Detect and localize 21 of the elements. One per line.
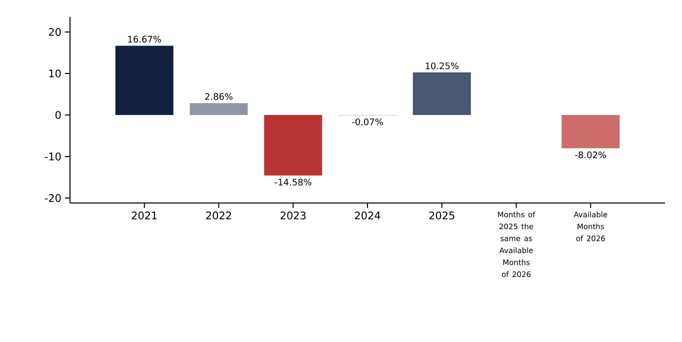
data-label: 10.25% bbox=[426, 62, 458, 70]
x-tick-label: 2021 bbox=[132, 212, 157, 220]
x-tick-label: 2024 bbox=[354, 212, 380, 220]
data-label: -0.07% bbox=[352, 118, 383, 126]
y-tick-label: -20 bbox=[44, 194, 61, 202]
y-tick-label: 0 bbox=[56, 111, 61, 119]
y-tick-label: -10 bbox=[44, 152, 61, 160]
y-tick-label: 20 bbox=[48, 28, 61, 36]
bar bbox=[412, 72, 471, 115]
x-tick-label: 2025 bbox=[429, 212, 454, 220]
bar bbox=[562, 114, 620, 148]
x-tick-label: 2022 bbox=[206, 212, 232, 220]
data-label: -8.02% bbox=[575, 151, 606, 158]
data-label: 16.67% bbox=[128, 36, 161, 43]
y-tick-label: 10 bbox=[49, 70, 61, 78]
data-label: 2.86% bbox=[205, 93, 232, 100]
data-label: -14.58% bbox=[274, 178, 312, 186]
bar bbox=[190, 103, 248, 115]
x-tick-label: 2023 bbox=[280, 212, 306, 220]
bar bbox=[264, 114, 322, 176]
bar bbox=[115, 46, 174, 115]
